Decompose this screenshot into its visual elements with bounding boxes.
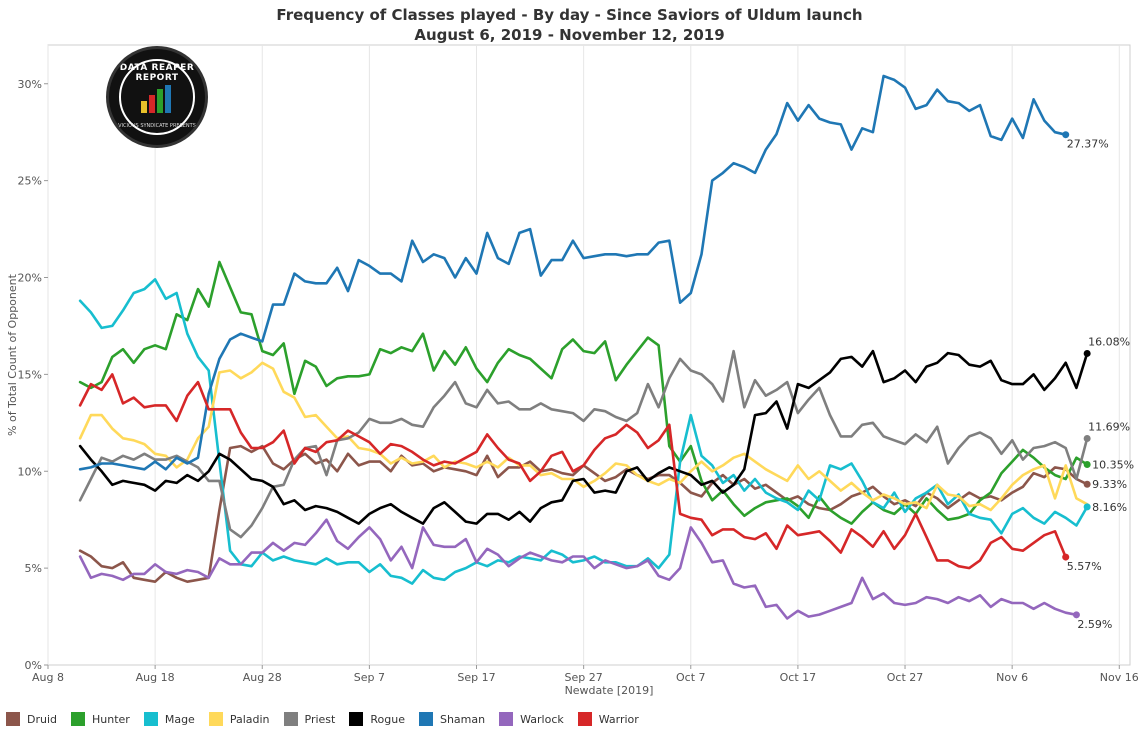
legend-label: Mage [164,712,195,726]
series-line-paladin [78,361,1089,512]
end-label-warlock: 2.59% [1077,618,1112,631]
end-point-mage [1083,503,1091,511]
legend-item-paladin: Paladin [208,712,270,726]
x-tick-label: Aug 18 [136,671,175,684]
legend-item-druid: Druid [6,712,57,726]
logo-text: DATA REAPER REPORT [119,63,195,83]
legend-item-hunter: Hunter [71,712,130,726]
legend-swatch [6,712,20,726]
legend-item-warrior: Warrior [577,712,639,726]
x-tick-label: Oct 17 [780,671,817,684]
legend-item-shaman: Shaman [418,712,486,726]
x-tick-label: Sep 17 [457,671,495,684]
y-tick-label: 15% [18,368,42,381]
y-tick-label: 20% [18,272,42,285]
end-label-warrior: 5.57% [1067,560,1102,573]
legend-swatch [143,712,158,726]
legend-label: Paladin [229,712,270,726]
end-label-priest: 11.69% [1088,421,1130,434]
series-line-warlock [78,518,1078,620]
logo-subtext: VICIOUS SYNDICATE PRESENTS [118,123,196,129]
x-axis-title: Newdate [2019] [565,684,654,697]
end-label-druid: 9.33% [1092,478,1127,491]
legend-label: Hunter [92,712,130,726]
legend-swatch [208,712,223,726]
y-tick-label: 30% [18,78,42,91]
legend-item-priest: Priest [283,712,336,726]
legend-swatch [283,712,298,726]
legend-item-mage: Mage [143,712,195,726]
legend-label: Shaman [439,712,486,726]
legend-item-warlock: Warlock [499,712,564,726]
legend-swatch [71,712,86,726]
x-tick-label: Aug 8 [32,671,64,684]
legend-swatch [499,712,514,726]
y-tick-label: 10% [18,465,42,478]
x-tick-label: Oct 27 [887,671,924,684]
end-label-shaman: 27.37% [1067,138,1109,151]
end-label-hunter: 10.35% [1092,458,1134,471]
data-reaper-logo: DATA REAPER REPORT VICIOUS SYNDICATE PRE… [106,46,208,148]
legend-label: Druid [27,712,58,726]
end-point-warlock [1072,611,1080,619]
end-point-priest [1083,435,1091,443]
bar-chart-icon [141,85,171,113]
legend-swatch [577,712,592,726]
chart-title: Frequency of Classes played - By day - S… [0,5,1139,45]
legend-label: Warlock [520,712,564,726]
series-line-hunter [78,260,1089,525]
x-tick-label: Sep 7 [354,671,385,684]
y-tick-label: 0% [25,659,42,672]
legend-label: Priest [304,712,336,726]
legend: Druid Hunter Mage Paladin Priest Rogue Shaman W… [6,710,653,728]
legend-swatch [349,712,364,726]
y-tick-label: 5% [25,562,42,575]
series-line-rogue [78,349,1089,525]
y-axis-title: % of Total Count of Opponent [6,273,19,436]
y-tick-label: 25% [18,175,42,188]
legend-swatch [418,712,433,726]
end-point-warrior [1062,553,1070,561]
x-tick-label: Sep 27 [565,671,603,684]
legend-item-rogue: Rogue [349,712,405,726]
end-point-hunter [1083,460,1091,468]
end-label-mage: 8.16% [1092,501,1127,514]
x-tick-label: Nov 16 [1100,671,1139,684]
x-tick-label: Oct 7 [676,671,706,684]
end-point-shaman [1062,131,1070,139]
series-line-priest [78,349,1089,539]
legend-label: Rogue [370,712,405,726]
x-tick-label: Nov 6 [996,671,1028,684]
series-line-warrior [78,373,1067,570]
logo-ring [119,59,195,135]
series-line-mage [78,278,1089,585]
legend-label: Warrior [598,712,639,726]
end-point-druid [1083,480,1091,488]
end-point-rogue [1083,349,1091,357]
chart-title-main: Frequency of Classes played - By day - S… [276,6,863,24]
end-label-rogue: 16.08% [1088,335,1130,348]
x-tick-label: Aug 28 [243,671,282,684]
series-line-shaman [78,74,1067,471]
chart-subtitle: August 6, 2019 - November 12, 2019 [414,26,725,44]
